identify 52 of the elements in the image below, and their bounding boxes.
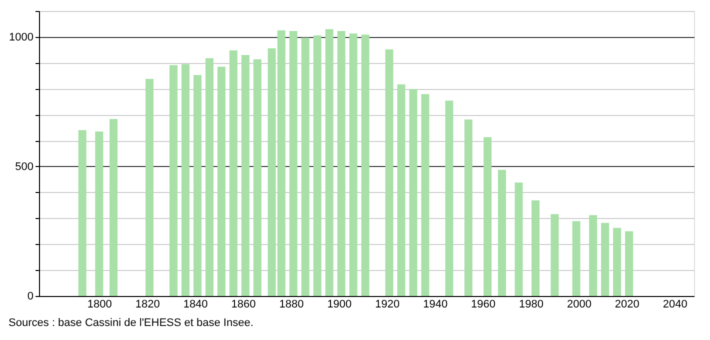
bar [217,66,226,296]
bar [498,170,506,296]
bar [181,64,190,296]
bar [253,59,262,296]
bar [484,137,492,296]
bar [601,222,610,296]
x-tick-label: 1940 [423,298,448,310]
y-tick-label: 500 [15,160,34,173]
bar [313,35,322,296]
bar [445,100,454,296]
x-tick-label: 2020 [614,298,640,310]
bar [229,50,238,296]
bar [337,30,346,296]
x-tick-label: 1820 [135,298,160,310]
bar [78,130,86,296]
bar [349,34,358,296]
x-tick-label: 1900 [327,298,352,310]
bar [361,34,370,296]
bar [169,65,178,296]
bar [146,78,154,296]
x-tick-label: 1860 [231,298,256,310]
bar [325,29,334,296]
bar [397,84,406,296]
x-tick-label: 2040 [662,298,688,310]
bar [532,200,540,296]
bar [464,120,472,296]
bar [572,221,580,296]
x-tick-label: 1980 [519,298,544,310]
bar [301,38,310,296]
y-tick-label: 1000 [9,31,34,44]
x-tick-label: 1960 [471,298,496,310]
bar [241,55,250,296]
bar [514,182,523,296]
bar [289,30,298,296]
x-tick-label: 1880 [279,298,304,310]
bar [409,88,418,296]
y-tick-label: 0 [27,290,34,302]
x-tick-label: 2000 [566,298,592,310]
bar [95,131,104,296]
bar [613,228,622,296]
x-tick-label: 1800 [87,298,112,310]
x-tick-label: 1920 [375,298,400,310]
bar [193,74,202,296]
bar [110,119,118,296]
source-note: Sources : base Cassini de l'EHESS et base Insee. [8,317,254,329]
bar [589,215,598,296]
x-tick-label: 1840 [183,298,208,310]
bar [625,231,634,296]
bar [421,94,430,296]
bar [550,214,559,296]
bar [385,49,394,296]
bar [205,58,214,296]
